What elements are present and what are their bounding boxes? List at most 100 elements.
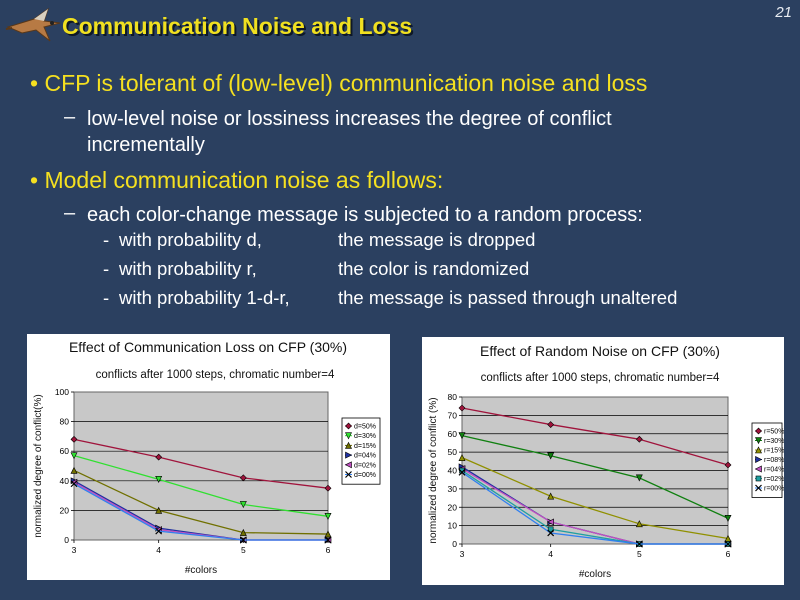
- chart-title: Effect of Communication Loss on CFP (30%…: [69, 339, 347, 355]
- bullet-2: • Model communication noise as follows:: [30, 167, 444, 193]
- series-line: [73, 483, 328, 541]
- legend-label: r=00%: [764, 486, 784, 493]
- legend-label: r=08%: [764, 457, 784, 464]
- y-axis-label: normalized degree of conflict(%): [33, 394, 44, 537]
- legend-label: r=30%: [764, 438, 784, 445]
- legend-label: r=02%: [764, 476, 784, 483]
- data-point: [724, 514, 732, 522]
- sub-bullet-1-line-1: low-level noise or lossiness increases t…: [87, 108, 612, 130]
- bullet-1: • CFP is tolerant of (low-level) communi…: [30, 70, 648, 96]
- y-tick-label: 60: [60, 446, 70, 456]
- y-tick-label: 40: [60, 476, 70, 486]
- y-axis-label: normalized degree of conflict (%): [428, 397, 439, 543]
- data-point: [239, 536, 247, 544]
- y-tick-label: 20: [448, 502, 458, 512]
- bullet-1-text: CFP is tolerant of (low-level) communica…: [44, 70, 648, 96]
- series-line: [73, 455, 329, 517]
- loss-chart: Effect of Communication Loss on CFP (30%…: [33, 339, 381, 576]
- legend-label: r=04%: [764, 467, 784, 474]
- y-tick-label: 30: [448, 484, 458, 494]
- legend-marker: [755, 475, 762, 482]
- legend-label: d=04%: [354, 453, 376, 460]
- series-line: [461, 434, 729, 519]
- legend-marker: [345, 441, 352, 449]
- legend-label: d=50%: [354, 424, 376, 431]
- x-tick-label: 3: [460, 549, 465, 559]
- y-tick-label: 70: [448, 410, 458, 420]
- series-line: [73, 438, 329, 489]
- slide-title: Communication Noise and Loss: [62, 13, 413, 39]
- kestrel-bird-icon: [5, 7, 61, 42]
- series-line: [461, 457, 729, 540]
- loss-chart-panel: Effect of Communication Loss on CFP (30%…: [27, 334, 390, 580]
- y-tick-label: 10: [448, 521, 458, 531]
- data-point: [458, 432, 466, 440]
- y-tick-label: 40: [448, 466, 458, 476]
- legend-marker: [754, 465, 762, 473]
- data-point: [239, 528, 247, 536]
- data-point: [70, 452, 78, 460]
- data-point: [547, 529, 555, 537]
- y-tick-label: 80: [448, 392, 458, 402]
- data-point: [155, 506, 163, 514]
- legend-marker: [344, 461, 352, 469]
- x-tick-label: 6: [726, 549, 731, 559]
- process-outcome: the message is dropped: [338, 229, 536, 250]
- data-point: [70, 480, 78, 488]
- page-number: 21: [775, 4, 792, 21]
- data-point: [458, 453, 466, 461]
- chart-title: Effect of Random Noise on CFP (30%): [480, 343, 720, 359]
- process-condition: with probability r,: [119, 258, 257, 279]
- legend-label: r=15%: [764, 448, 784, 455]
- y-tick-label: 50: [448, 447, 458, 457]
- legend-label: d=15%: [354, 443, 376, 450]
- data-point: [724, 461, 732, 469]
- data-point: [239, 501, 247, 509]
- data-point: [547, 421, 555, 428]
- data-point: [324, 513, 332, 520]
- sub-bullet-1-line-2: incrementally: [87, 134, 205, 156]
- data-point: [724, 540, 732, 548]
- noise-chart-panel: Effect of Random Noise on CFP (30%) confl…: [422, 337, 784, 585]
- legend-marker: [755, 484, 762, 492]
- chart-subtitle: conflicts after 1000 steps, chromatic nu…: [481, 372, 720, 384]
- sub-bullet-2-line-1: each color-change message is subjected t…: [87, 204, 643, 226]
- y-tick-label: 20: [60, 505, 70, 515]
- data-point: [635, 520, 643, 528]
- data-point: [635, 435, 643, 443]
- data-point: [155, 476, 163, 483]
- legend-label: r=50%: [764, 429, 784, 436]
- y-tick-label: 60: [448, 429, 458, 439]
- legend-marker: [345, 471, 352, 478]
- legend-marker: [755, 456, 763, 463]
- y-tick-label: 0: [64, 535, 69, 545]
- x-tick-label: 5: [637, 549, 642, 559]
- legend-label: d=02%: [354, 462, 376, 469]
- x-axis-label: #colors: [185, 565, 217, 576]
- process-outcome: the message is passed through unaltered: [338, 287, 678, 308]
- legend-marker: [755, 427, 762, 435]
- data-point: [324, 530, 332, 538]
- data-point: [458, 404, 466, 412]
- data-point: [635, 474, 643, 482]
- series-line: [461, 407, 729, 466]
- x-tick-label: 5: [241, 545, 246, 555]
- data-point: [324, 536, 332, 544]
- data-point: [547, 452, 555, 460]
- series-line: [73, 469, 329, 535]
- plot-area: [73, 391, 329, 541]
- y-tick-label: 0: [452, 539, 457, 549]
- bullet-2-text: Model communication noise as follows:: [44, 167, 444, 193]
- series-line: [461, 471, 728, 545]
- data-point: [547, 526, 554, 533]
- data-point: [547, 492, 555, 500]
- process-condition: with probability d,: [119, 229, 262, 250]
- data-point: [324, 484, 332, 492]
- data-point: [546, 518, 554, 526]
- x-tick-label: 4: [548, 549, 553, 559]
- data-point: [155, 527, 163, 535]
- legend-marker: [755, 437, 762, 445]
- legend-marker: [345, 432, 352, 440]
- legend-label: d=30%: [354, 433, 376, 440]
